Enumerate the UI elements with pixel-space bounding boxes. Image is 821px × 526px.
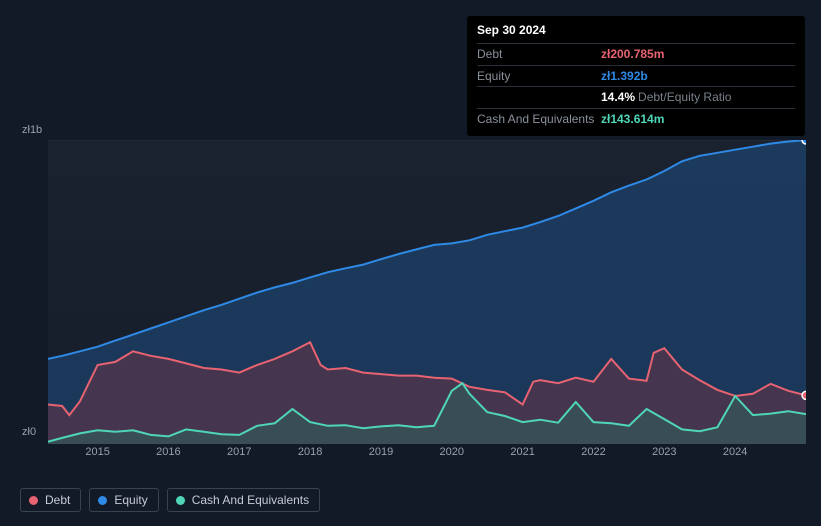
tooltip-row-debt: Debt zł200.785m bbox=[477, 43, 795, 65]
x-axis-tick: 2022 bbox=[581, 446, 605, 458]
x-axis-tick: 2019 bbox=[369, 446, 393, 458]
chart-tooltip: Sep 30 2024 Debt zł200.785m Equity zł1.3… bbox=[467, 16, 805, 136]
legend-item-equity[interactable]: Equity bbox=[89, 488, 158, 512]
x-axis-tick: 2016 bbox=[156, 446, 180, 458]
x-axis-tick: 2020 bbox=[440, 446, 464, 458]
tooltip-suffix: Debt/Equity Ratio bbox=[638, 89, 731, 106]
chart-plot-svg[interactable] bbox=[48, 140, 806, 444]
tooltip-value: 14.4% bbox=[601, 89, 635, 106]
x-axis-tick: 2024 bbox=[723, 446, 747, 458]
tooltip-date: Sep 30 2024 bbox=[477, 22, 795, 43]
x-axis: 2015 2016 2017 2018 2019 2020 2021 2022 2023 2024 bbox=[48, 446, 821, 462]
legend-item-debt[interactable]: Debt bbox=[20, 488, 81, 512]
tooltip-label: Debt bbox=[477, 46, 601, 63]
x-axis-tick: 2021 bbox=[510, 446, 534, 458]
x-axis-tick: 2015 bbox=[85, 446, 109, 458]
x-axis-tick: 2023 bbox=[652, 446, 676, 458]
legend: Debt Equity Cash And Equivalents bbox=[20, 488, 320, 512]
y-axis-label-top: zł1b bbox=[22, 124, 42, 136]
legend-dot-icon bbox=[176, 496, 185, 505]
legend-item-cash[interactable]: Cash And Equivalents bbox=[167, 488, 320, 512]
legend-dot-icon bbox=[98, 496, 107, 505]
end-marker-debt bbox=[802, 391, 806, 399]
tooltip-row-ratio: 14.4% Debt/Equity Ratio bbox=[477, 86, 795, 108]
chart-area: zł1b zł0 2015 2016 2017 2018 2019 2020 2021 202… bbox=[0, 120, 821, 480]
tooltip-label bbox=[477, 89, 601, 106]
legend-label: Equity bbox=[114, 493, 147, 507]
legend-label: Cash And Equivalents bbox=[192, 493, 309, 507]
tooltip-label: Equity bbox=[477, 68, 601, 85]
tooltip-value: zł1.392b bbox=[601, 68, 648, 85]
y-axis-label-bottom: zł0 bbox=[22, 426, 36, 438]
legend-dot-icon bbox=[29, 496, 38, 505]
tooltip-row-equity: Equity zł1.392b bbox=[477, 65, 795, 87]
tooltip-value: zł200.785m bbox=[601, 46, 664, 63]
x-axis-tick: 2017 bbox=[227, 446, 251, 458]
x-axis-tick: 2018 bbox=[298, 446, 322, 458]
legend-label: Debt bbox=[45, 493, 70, 507]
